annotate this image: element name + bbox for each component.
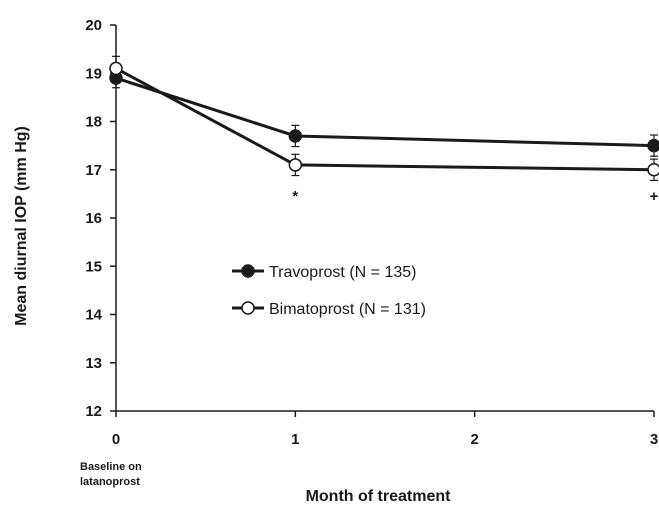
y-tick-label: 14 [85, 307, 102, 324]
x-tick-label: 3 [650, 431, 658, 448]
legend: Travoprost (N = 135) Bimatoprost (N = 131… [232, 264, 426, 318]
y-tick-label: 15 [85, 258, 102, 275]
y-axis-title: Mean diurnal IOP (mm Hg) [13, 126, 30, 326]
series-travoprost [109, 67, 659, 157]
y-tick-label: 12 [85, 403, 102, 420]
data-point [288, 129, 303, 143]
significance-marker: + [650, 188, 659, 205]
y-tick-label: 13 [85, 355, 102, 372]
baseline-note-line-2: latanoprost [80, 476, 140, 488]
y-tick-label: 19 [85, 65, 102, 82]
y-tick-label: 17 [85, 162, 102, 179]
x-axis-title: Month of treatment [306, 488, 452, 505]
legend-item: Bimatoprost (N = 131) [232, 301, 426, 318]
data-point [109, 61, 123, 76]
significance-marker: * [292, 188, 298, 205]
y-tick-label: 20 [85, 17, 102, 34]
data-point [288, 158, 303, 172]
baseline-note-line-1: Baseline on [80, 461, 142, 473]
y-tick-label: 18 [85, 114, 102, 131]
data-point [647, 138, 659, 153]
legend-marker [241, 264, 255, 278]
x-tick-label: 1 [291, 431, 299, 448]
series-line [115, 67, 655, 172]
legend-marker [241, 301, 255, 315]
legend-label: Bimatoprost (N = 131) [269, 301, 426, 318]
x-tick-label: 2 [470, 431, 478, 448]
series-bimatoprost [109, 55, 659, 181]
x-tick-label: 0 [112, 431, 120, 448]
legend-label: Travoprost (N = 135) [269, 264, 416, 281]
legend-item: Travoprost (N = 135) [232, 264, 416, 281]
data-point [647, 163, 659, 177]
y-tick-label: 16 [85, 210, 102, 227]
series-layer: * + [109, 55, 659, 205]
